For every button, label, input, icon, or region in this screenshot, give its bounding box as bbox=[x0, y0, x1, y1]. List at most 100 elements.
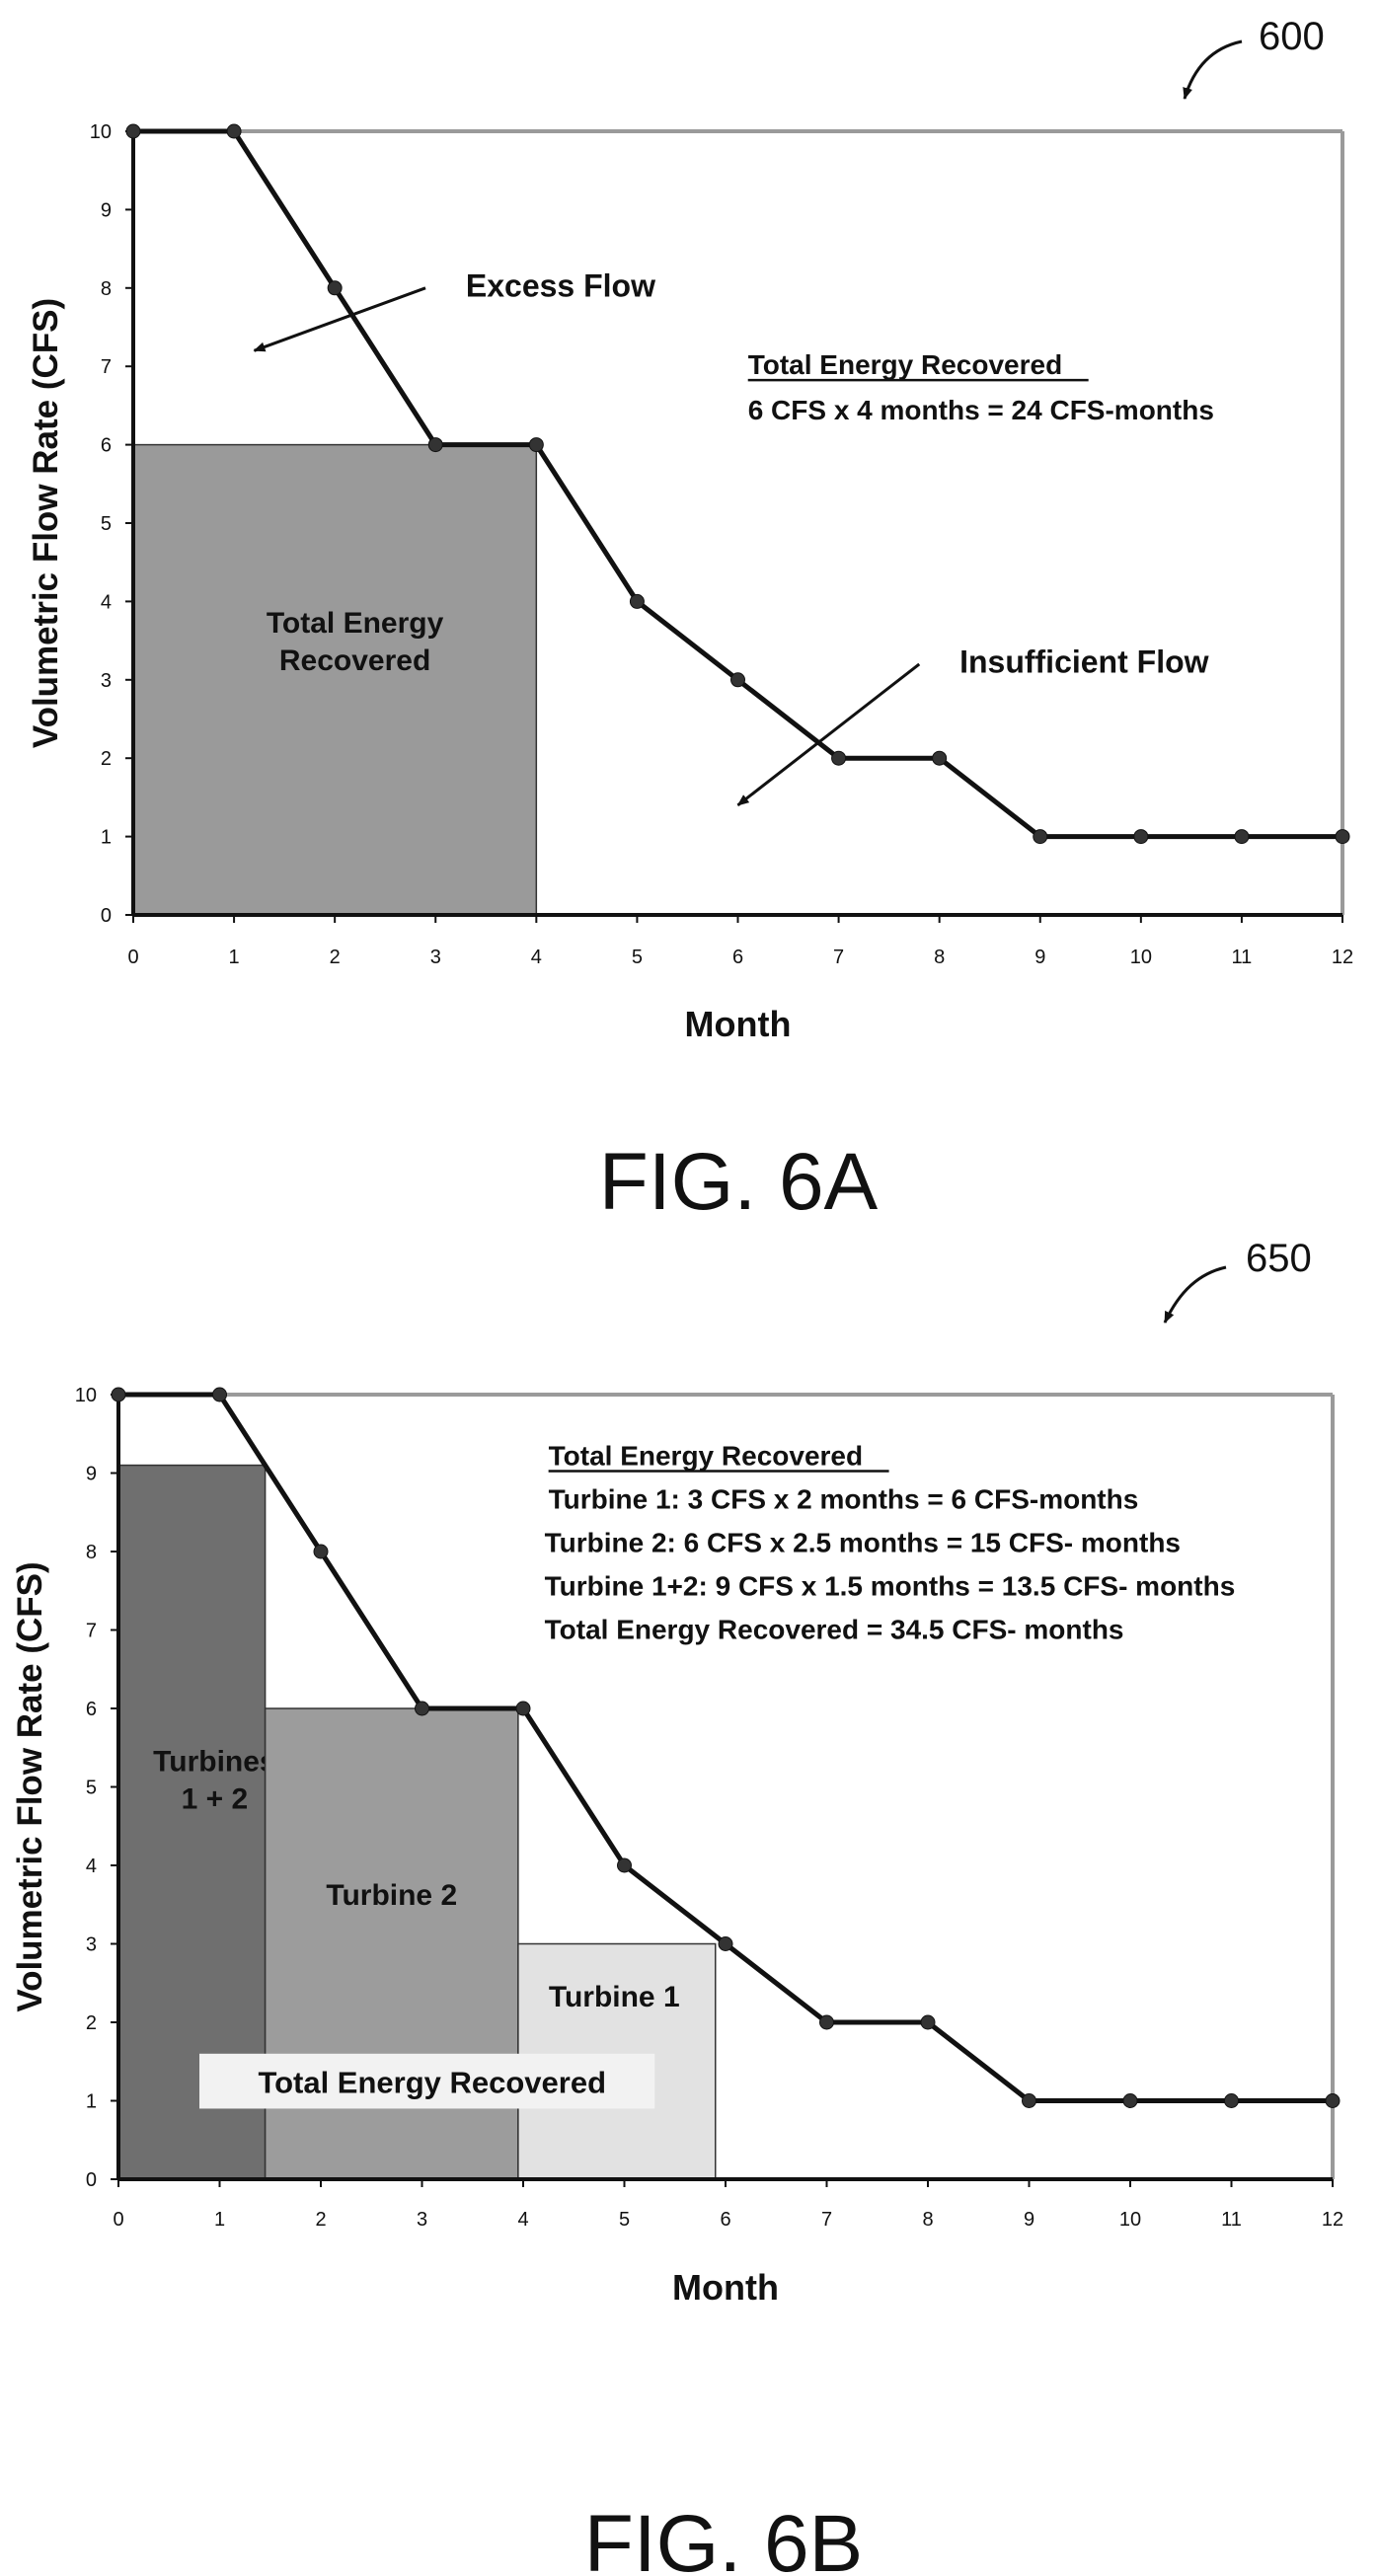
x-tick-label: 11 bbox=[1221, 2209, 1242, 2231]
y-tick-label: 9 bbox=[101, 199, 112, 221]
y-tick-label: 10 bbox=[90, 121, 112, 143]
data-point-month-12 bbox=[1325, 2093, 1341, 2108]
data-point-month-8 bbox=[920, 2014, 936, 2030]
y-tick-label: 5 bbox=[101, 513, 112, 535]
data-point-month-5 bbox=[617, 1857, 632, 1873]
y-tick-label: 5 bbox=[86, 1778, 97, 1799]
x-tick-label: 10 bbox=[1119, 2209, 1141, 2231]
total-energy-box-label: Total Energy Recovered bbox=[258, 2066, 606, 2100]
x-tick-label: 7 bbox=[833, 947, 844, 968]
data-point-month-3 bbox=[415, 1701, 429, 1716]
data-point-month-10 bbox=[1133, 829, 1149, 845]
x-tick-label: 5 bbox=[619, 2209, 630, 2231]
data-point-month-5 bbox=[629, 593, 645, 609]
x-tick-label: 1 bbox=[214, 2209, 225, 2231]
data-point-month-12 bbox=[1335, 829, 1350, 845]
data-point-month-6 bbox=[718, 1936, 733, 1951]
y-tick-label: 8 bbox=[101, 278, 112, 300]
x-tick-label: 11 bbox=[1232, 947, 1253, 968]
x-tick-label: 6 bbox=[732, 947, 743, 968]
total-energy-box bbox=[199, 2053, 655, 2109]
data-point-month-4 bbox=[515, 1701, 531, 1716]
x-tick-label: 9 bbox=[1034, 947, 1045, 968]
x-tick-label: 6 bbox=[720, 2209, 730, 2231]
y-tick-label: 1 bbox=[101, 827, 112, 849]
data-point-month-9 bbox=[1022, 2093, 1036, 2108]
notes-line-0: 6 CFS x 4 months = 24 CFS-months bbox=[748, 395, 1214, 425]
y-tick-label: 2 bbox=[101, 748, 112, 770]
figure-caption: FIG. 6B bbox=[584, 2499, 864, 2576]
notes-line-1: Turbine 2: 6 CFS x 2.5 months = 15 CFS- … bbox=[545, 1528, 1181, 1558]
notes-line-3: Total Energy Recovered = 34.5 CFS- month… bbox=[545, 1615, 1124, 1645]
x-tick-label: 3 bbox=[430, 947, 441, 968]
y-tick-label: 0 bbox=[101, 905, 112, 927]
y-tick-label: 4 bbox=[101, 591, 112, 613]
x-axis-label: Month bbox=[685, 1004, 792, 1044]
figure-caption: FIG. 6A bbox=[599, 1137, 879, 1227]
data-point-month-6 bbox=[730, 672, 745, 688]
y-tick-label: 7 bbox=[101, 356, 112, 378]
region-label-0-1: Recovered bbox=[279, 644, 430, 677]
x-tick-label: 0 bbox=[127, 947, 138, 968]
x-tick-label: 5 bbox=[632, 947, 643, 968]
data-point-month-11 bbox=[1224, 2093, 1239, 2108]
data-point-month-1 bbox=[212, 1387, 227, 1402]
notes-line-0: Turbine 1: 3 CFS x 2 months = 6 CFS-mont… bbox=[549, 1484, 1139, 1515]
x-tick-label: 2 bbox=[315, 2209, 326, 2231]
x-tick-label: 1 bbox=[229, 947, 240, 968]
data-point-month-10 bbox=[1122, 2093, 1138, 2108]
data-point-month-9 bbox=[1033, 829, 1048, 845]
annotation-label-0: Excess Flow bbox=[466, 267, 655, 303]
y-tick-label: 1 bbox=[86, 2091, 97, 2113]
x-tick-label: 12 bbox=[1322, 2209, 1343, 2231]
y-tick-label: 3 bbox=[101, 670, 112, 692]
x-tick-label: 10 bbox=[1130, 947, 1152, 968]
y-tick-label: 6 bbox=[101, 435, 112, 457]
annotation-arrow-1 bbox=[736, 662, 921, 807]
y-axis-label: Volumetric Flow Rate (CFS) bbox=[11, 1561, 49, 2011]
x-axis-label: Month bbox=[672, 2267, 779, 2308]
y-axis-label: Volumetric Flow Rate (CFS) bbox=[27, 298, 65, 748]
y-tick-label: 6 bbox=[86, 1699, 97, 1720]
x-tick-label: 8 bbox=[934, 947, 945, 968]
region-label-1-0: Turbine 2 bbox=[326, 1879, 457, 1912]
region-label-2-0: Turbine 1 bbox=[549, 1981, 680, 2013]
x-tick-label: 12 bbox=[1332, 947, 1353, 968]
data-point-month-11 bbox=[1234, 829, 1250, 845]
data-point-month-2 bbox=[327, 280, 343, 296]
data-point-month-4 bbox=[528, 437, 544, 453]
data-point-month-0 bbox=[111, 1387, 126, 1402]
figure-reference-arrow bbox=[1163, 1265, 1227, 1324]
figure-reference-number: 650 bbox=[1246, 1237, 1312, 1280]
figure-reference-arrow bbox=[1183, 39, 1243, 100]
x-tick-label: 4 bbox=[517, 2209, 528, 2231]
region-0 bbox=[132, 443, 538, 916]
y-tick-label: 8 bbox=[86, 1542, 97, 1563]
x-tick-label: 8 bbox=[922, 2209, 933, 2231]
figure-reference-number: 600 bbox=[1259, 15, 1325, 58]
notes-line-2: Turbine 1+2: 9 CFS x 1.5 months = 13.5 C… bbox=[545, 1571, 1236, 1602]
x-tick-label: 2 bbox=[330, 947, 341, 968]
annotation-label-1: Insufficient Flow bbox=[959, 644, 1209, 679]
data-point-month-8 bbox=[932, 750, 948, 766]
data-point-month-7 bbox=[819, 2014, 834, 2030]
y-tick-label: 9 bbox=[86, 1464, 97, 1485]
region-label-0-1: 1 + 2 bbox=[182, 1783, 249, 1816]
region-label-0-0: Total Energy bbox=[267, 607, 444, 640]
y-tick-label: 4 bbox=[86, 1856, 97, 1877]
chart-fig-6b: Turbines 1 + 2 Turbine 2 Turbine 1 Total Ene… bbox=[11, 1237, 1343, 2576]
annotation-arrow-0 bbox=[253, 286, 426, 352]
x-tick-label: 3 bbox=[417, 2209, 427, 2231]
y-tick-label: 0 bbox=[86, 2169, 97, 2191]
x-tick-label: 0 bbox=[113, 2209, 123, 2231]
region-label-0-0: Turbines bbox=[153, 1746, 275, 1779]
y-tick-label: 10 bbox=[75, 1385, 97, 1406]
y-tick-label: 3 bbox=[86, 1934, 97, 1956]
data-point-month-2 bbox=[313, 1544, 329, 1559]
notes-title: Total Energy Recovered bbox=[549, 1441, 863, 1472]
y-tick-label: 2 bbox=[86, 2012, 97, 2034]
notes-title: Total Energy Recovered bbox=[748, 349, 1062, 380]
data-point-month-7 bbox=[831, 750, 847, 766]
